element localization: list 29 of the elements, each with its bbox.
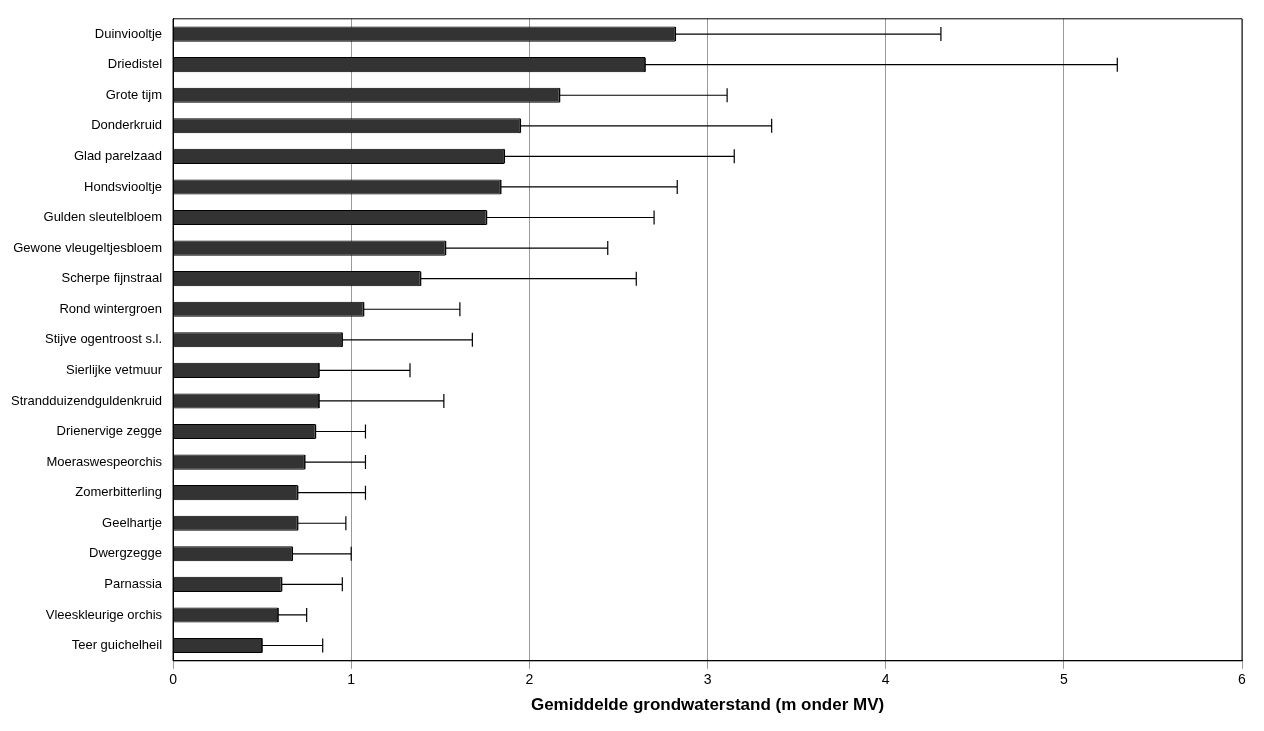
y-tick-label: Teer guichelheil	[71, 637, 163, 653]
y-tick-label: Geelhartje	[102, 514, 163, 530]
y-tick-label: Sierlijke vetmuur	[65, 361, 163, 377]
x-tick-label: 4	[881, 671, 890, 688]
x-tick-label: 1	[347, 671, 356, 688]
x-tick-label: 3	[703, 671, 712, 688]
y-tick-label: Glad parelzaad	[73, 147, 163, 163]
y-tick-label: Moeraswespeorchis	[46, 453, 163, 469]
y-tick-label: Parnassia	[104, 575, 163, 591]
y-tick-label: Strandduizendguldenkruid	[10, 392, 163, 408]
y-tick-label: Grote tijm	[105, 86, 163, 102]
y-tick-label: Gulden sleutelbloem	[43, 209, 163, 225]
y-tick-label: Stijve ogentroost s.l.	[44, 331, 163, 347]
y-tick-label: Drienervige zegge	[56, 423, 163, 439]
y-tick-label: Rond wintergroen	[59, 300, 163, 316]
x-axis-title: Gemiddelde grondwaterstand (m onder MV)	[530, 695, 885, 715]
y-tick-label: Duinviooltje	[94, 25, 163, 41]
y-tick-label: Dwergzegge	[89, 545, 163, 561]
x-tick-label: 2	[525, 671, 534, 688]
y-tick-label: Hondsviooltje	[84, 178, 163, 194]
y-tick-label: Zomerbitterling	[75, 484, 163, 500]
y-tick-label: Vleeskleurige orchis	[45, 606, 163, 622]
x-tick-label: 6	[1238, 671, 1247, 688]
y-tick-label: Scherpe fijnstraal	[61, 270, 163, 286]
y-tick-label: Driedistel	[107, 56, 163, 72]
y-tick-label: Donderkruid	[91, 117, 163, 133]
x-tick-label: 0	[169, 671, 178, 688]
y-tick-label: Gewone vleugeltjesbloem	[13, 239, 163, 255]
x-tick-label: 5	[1059, 671, 1068, 688]
